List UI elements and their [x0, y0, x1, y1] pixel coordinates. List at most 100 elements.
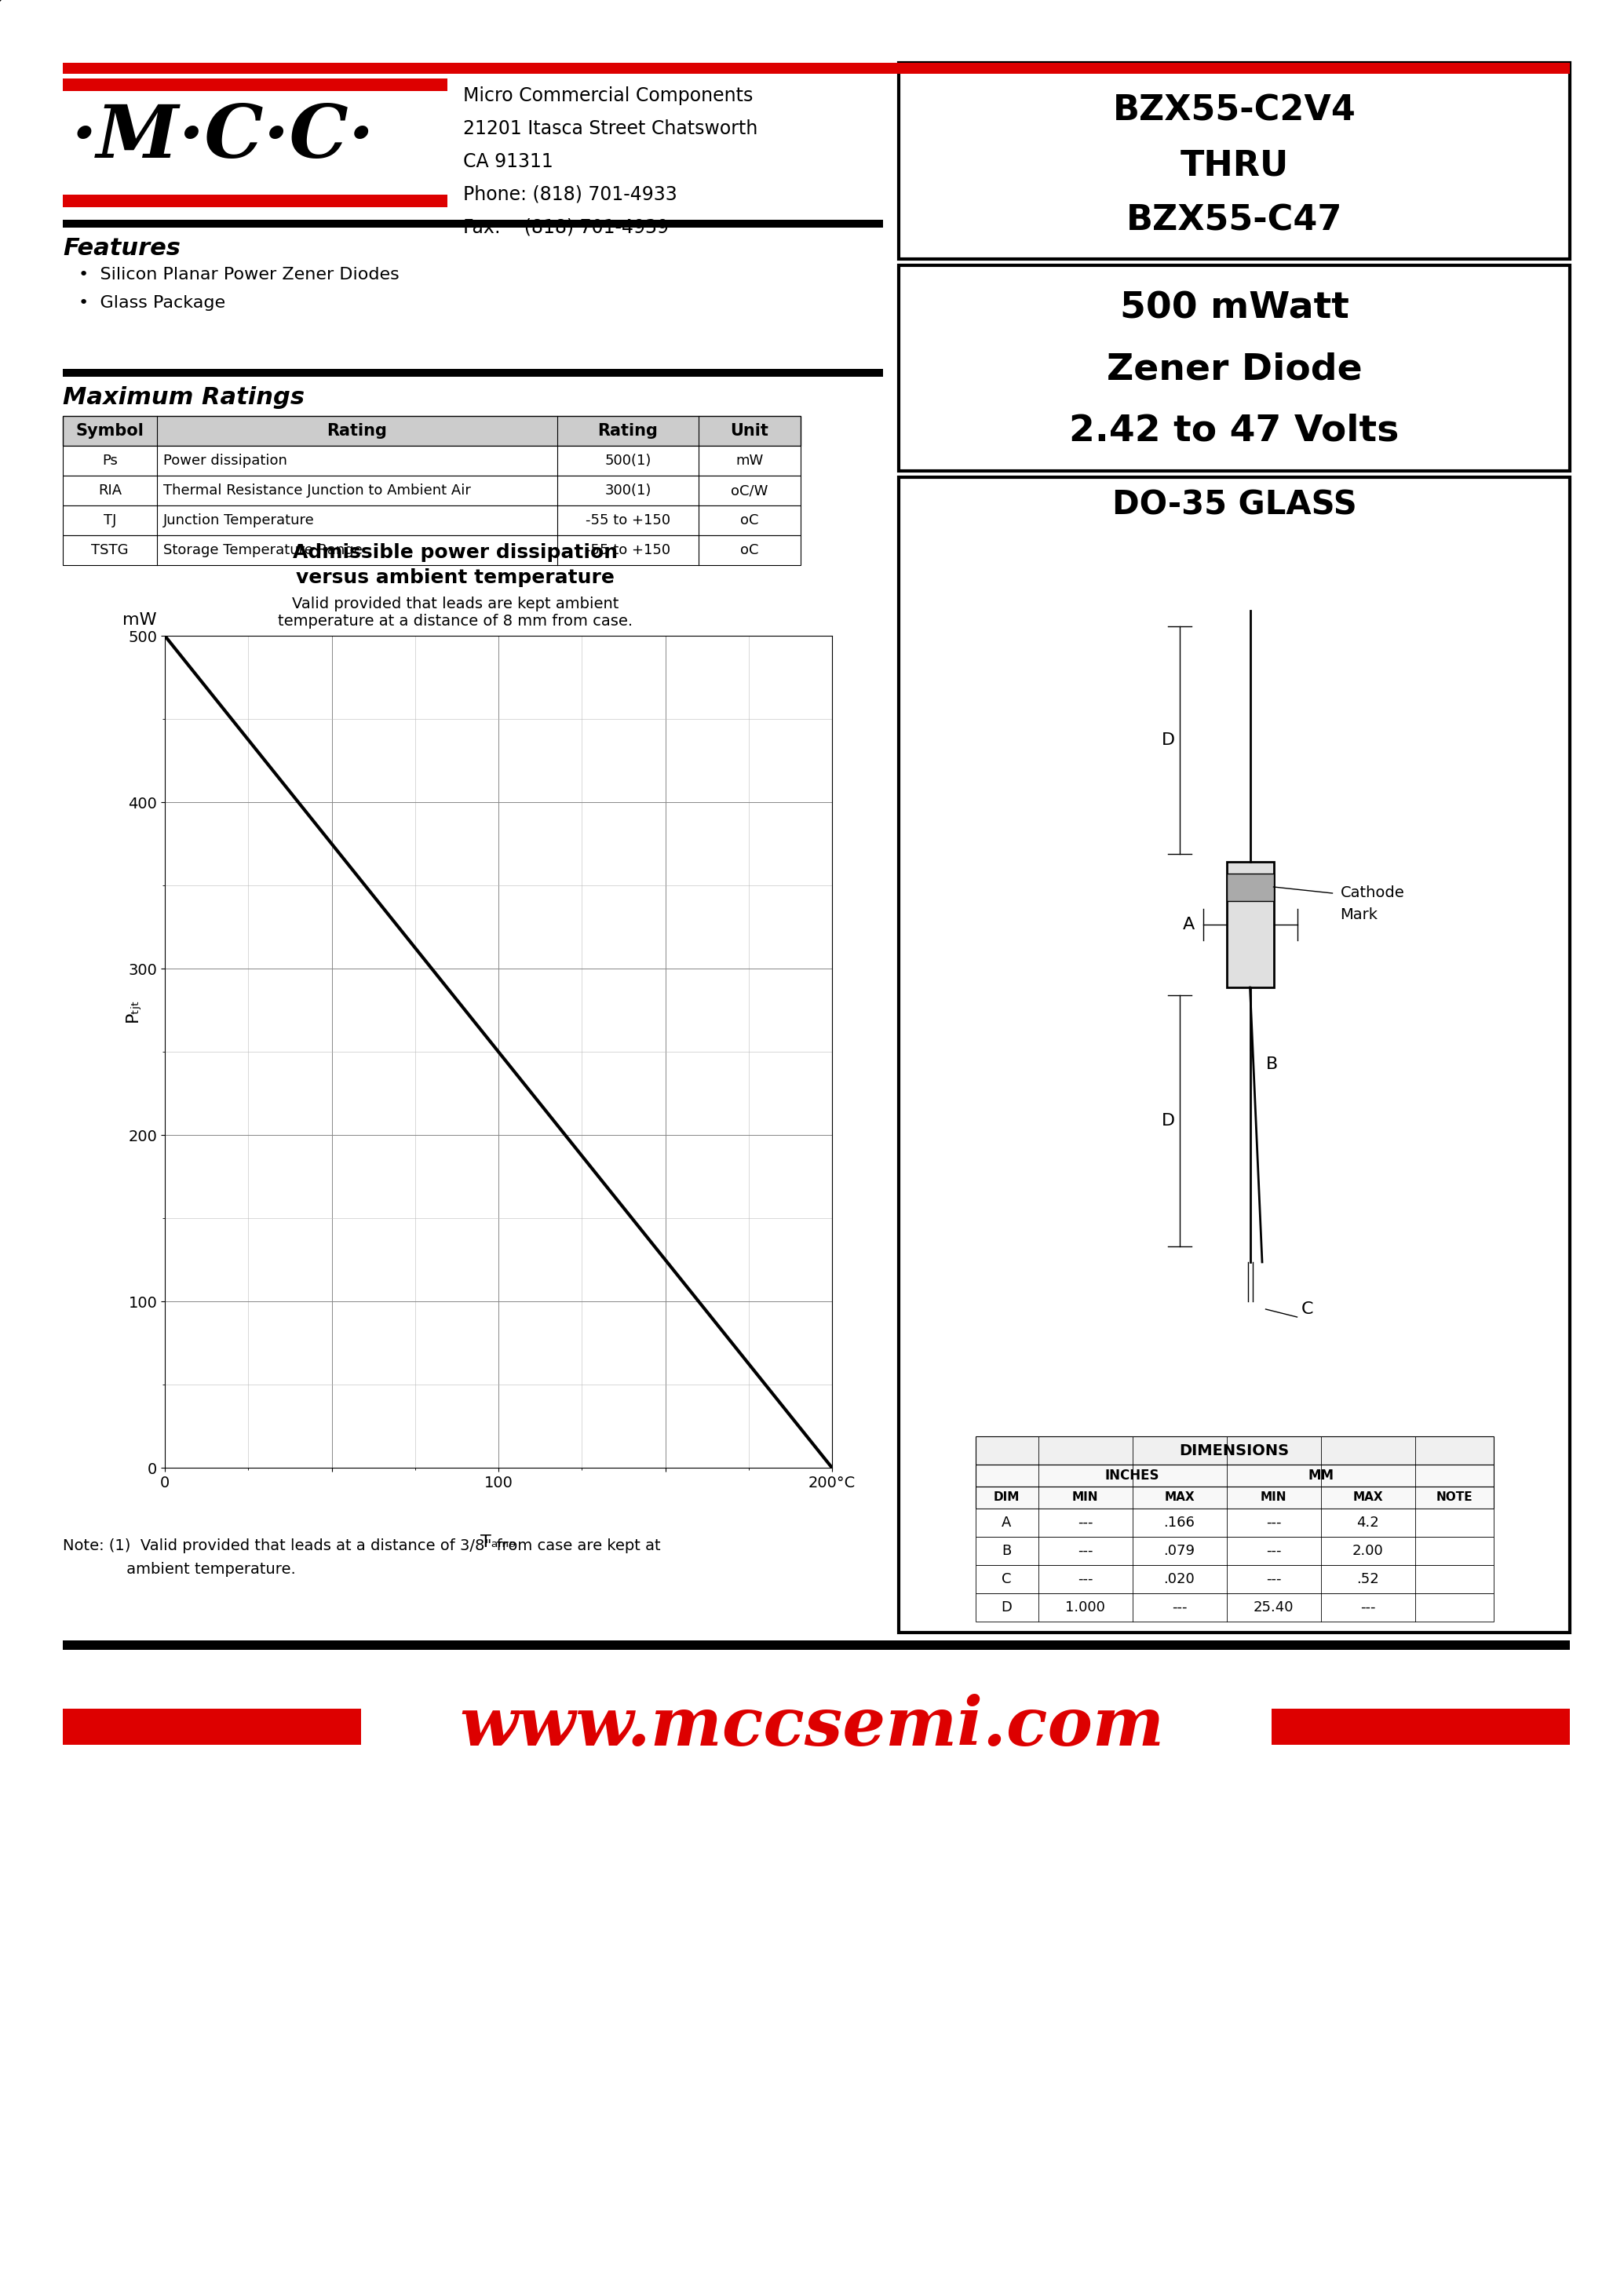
Text: 4.2: 4.2 — [1356, 1515, 1379, 1531]
Bar — [63, 220, 883, 227]
Text: 25.40: 25.40 — [1254, 1600, 1294, 1613]
Text: D: D — [1163, 732, 1176, 748]
Text: NOTE: NOTE — [1436, 1492, 1473, 1503]
Text: -55 to +150: -55 to +150 — [586, 514, 671, 528]
Text: Power dissipation: Power dissipation — [164, 454, 287, 468]
Text: BZX55-C2V4: BZX55-C2V4 — [1112, 94, 1356, 129]
Bar — [976, 1538, 1494, 1565]
Text: Ps: Ps — [102, 454, 117, 468]
Text: Zener Diode: Zener Diode — [1106, 351, 1363, 388]
Text: ---: --- — [1077, 1572, 1093, 1586]
Text: ambient temperature.: ambient temperature. — [63, 1563, 296, 1577]
Bar — [63, 415, 801, 445]
Text: MAX: MAX — [1353, 1492, 1384, 1503]
Text: Note: (1)  Valid provided that leads at a distance of 3/8" from case are kept at: Note: (1) Valid provided that leads at a… — [63, 1538, 661, 1554]
Text: Micro Commercial Components: Micro Commercial Components — [463, 87, 754, 106]
Text: 2.42 to 47 Volts: 2.42 to 47 Volts — [1069, 413, 1400, 448]
Text: INCHES: INCHES — [1104, 1469, 1160, 1483]
Text: MAX: MAX — [1164, 1492, 1195, 1503]
Text: D: D — [1163, 1113, 1176, 1129]
Bar — [1272, 1710, 1570, 1744]
Text: Storage Temperature Range: Storage Temperature Range — [164, 544, 362, 558]
Text: ---: --- — [1265, 1545, 1281, 1558]
Text: 2.00: 2.00 — [1353, 1545, 1384, 1558]
Text: oC: oC — [741, 514, 758, 528]
Text: Rating: Rating — [326, 422, 387, 438]
Text: Thermal Resistance Junction to Ambient Air: Thermal Resistance Junction to Ambient A… — [164, 484, 471, 498]
Text: .166: .166 — [1164, 1515, 1195, 1531]
Text: A: A — [1182, 916, 1195, 932]
Bar — [898, 477, 1570, 1632]
Text: ---: --- — [1359, 1600, 1376, 1613]
Bar — [63, 535, 801, 565]
Text: 1.000: 1.000 — [1065, 1600, 1104, 1613]
Bar — [63, 475, 801, 505]
Bar — [63, 78, 447, 92]
Text: ---: --- — [1265, 1572, 1281, 1586]
Text: TJ: TJ — [104, 514, 117, 528]
Text: Maximum Ratings: Maximum Ratings — [63, 386, 305, 409]
Text: •  Silicon Planar Power Zener Diodes: • Silicon Planar Power Zener Diodes — [78, 266, 400, 282]
Text: Pₜⱼₜ: Pₜⱼₜ — [125, 998, 140, 1021]
Bar — [63, 445, 801, 475]
Text: ---: --- — [1077, 1545, 1093, 1558]
Text: Mark: Mark — [1340, 907, 1377, 923]
Text: 500 mWatt: 500 mWatt — [1119, 291, 1350, 326]
Text: -55 to +150: -55 to +150 — [586, 544, 671, 558]
Text: Valid provided that leads are kept ambient: Valid provided that leads are kept ambie… — [292, 597, 619, 610]
Text: Admissible power dissipation: Admissible power dissipation — [292, 544, 617, 562]
Text: DO-35 GLASS: DO-35 GLASS — [1112, 489, 1356, 521]
Text: .020: .020 — [1164, 1572, 1195, 1586]
Text: ---: --- — [1077, 1515, 1093, 1531]
Text: Symbol: Symbol — [76, 422, 145, 438]
Text: B: B — [1002, 1545, 1012, 1558]
Text: DIMENSIONS: DIMENSIONS — [1179, 1444, 1289, 1457]
Text: 21201 Itasca Street Chatsworth: 21201 Itasca Street Chatsworth — [463, 119, 758, 138]
Bar — [63, 1710, 361, 1744]
Bar — [1226, 863, 1273, 987]
Bar — [898, 266, 1570, 470]
Text: MM: MM — [1307, 1469, 1333, 1483]
Text: .079: .079 — [1164, 1545, 1195, 1558]
Text: B: B — [1265, 1056, 1278, 1072]
Bar — [976, 1437, 1494, 1464]
Text: mW: mW — [122, 613, 156, 629]
Bar — [976, 1565, 1494, 1593]
Text: ---: --- — [1171, 1600, 1187, 1613]
Text: MIN: MIN — [1260, 1492, 1286, 1503]
Text: •  Glass Package: • Glass Package — [78, 296, 226, 310]
Text: C: C — [1301, 1301, 1314, 1317]
Text: THRU: THRU — [1181, 149, 1288, 184]
Bar — [898, 62, 1570, 259]
Bar — [1226, 874, 1273, 902]
Bar — [976, 1487, 1494, 1508]
Text: RIA: RIA — [97, 484, 122, 498]
Text: oC: oC — [741, 544, 758, 558]
Text: versus ambient temperature: versus ambient temperature — [296, 569, 614, 588]
Text: 300(1): 300(1) — [604, 484, 651, 498]
Bar — [63, 1641, 1570, 1650]
Text: C: C — [1002, 1572, 1012, 1586]
Text: Phone: (818) 701-4933: Phone: (818) 701-4933 — [463, 186, 677, 204]
Text: D: D — [1002, 1600, 1012, 1613]
Bar — [63, 369, 883, 376]
Text: A: A — [1002, 1515, 1012, 1531]
Bar — [63, 195, 447, 207]
Text: DIM: DIM — [994, 1492, 1020, 1503]
Text: CA 91311: CA 91311 — [463, 151, 554, 172]
Text: 500(1): 500(1) — [604, 454, 651, 468]
Text: TSTG: TSTG — [91, 544, 128, 558]
Text: .52: .52 — [1356, 1572, 1379, 1586]
Bar — [976, 1464, 1494, 1487]
Text: Fax:    (818) 701-4939: Fax: (818) 701-4939 — [463, 218, 669, 236]
Text: temperature at a distance of 8 mm from case.: temperature at a distance of 8 mm from c… — [278, 613, 633, 629]
Bar — [63, 505, 801, 535]
Text: ---: --- — [1265, 1515, 1281, 1531]
Text: Features: Features — [63, 236, 180, 259]
Text: ·M·C·C·: ·M·C·C· — [70, 101, 374, 172]
Text: Cathode: Cathode — [1340, 886, 1405, 900]
Bar — [63, 62, 1570, 73]
Text: Unit: Unit — [731, 422, 768, 438]
Text: BZX55-C47: BZX55-C47 — [1125, 204, 1343, 239]
Text: Tₐₘₔ: Tₐₘₔ — [481, 1535, 516, 1549]
